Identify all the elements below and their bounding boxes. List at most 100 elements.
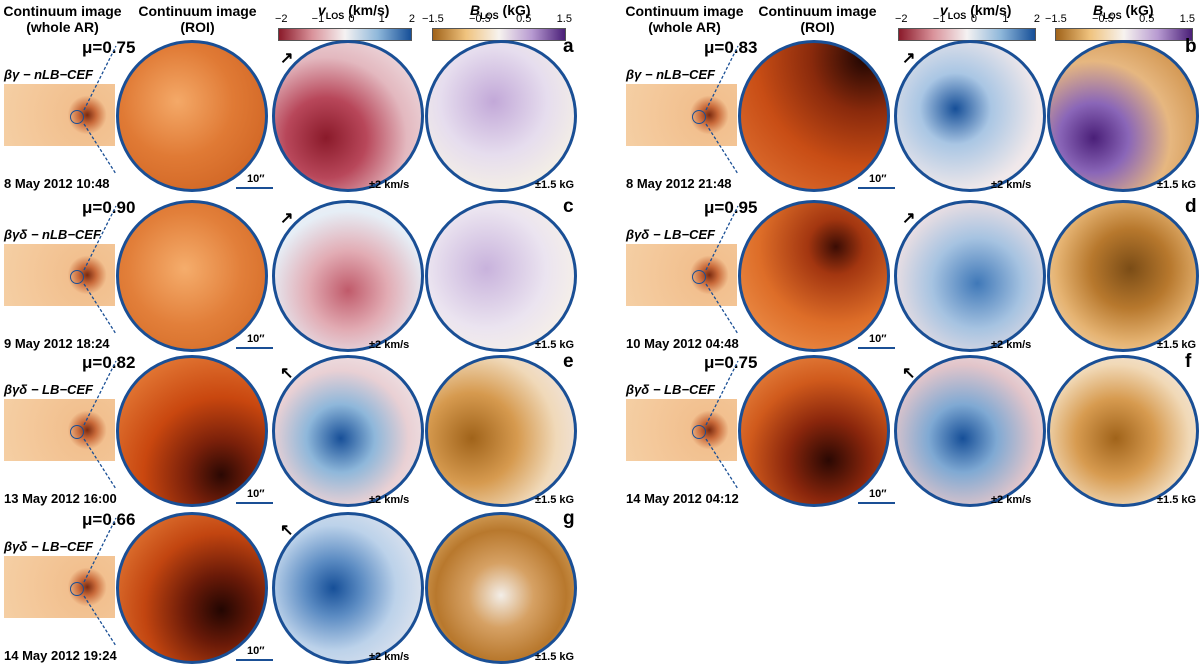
scale-bar-label: 10″ <box>869 173 887 185</box>
connector-line <box>83 438 117 490</box>
direction-arrow-icon: ↖ <box>280 522 294 539</box>
panel-label: f <box>1185 351 1192 372</box>
roi-marker-circle <box>70 270 84 284</box>
vlos-map-circle <box>272 200 424 352</box>
vlos-map-circle <box>894 355 1046 507</box>
observation-date: 10 May 2012 04:48 <box>626 336 739 351</box>
connector-line <box>83 45 117 111</box>
roi-marker-circle <box>692 110 706 124</box>
scale-bar-label: 10″ <box>869 488 887 500</box>
blos-colorbar-title-left: BLOS (kG) <box>470 2 531 21</box>
vlos-tick-labels-right: −2 −1 0 1 2 <box>895 13 1040 25</box>
continuum-roi-circle <box>738 355 890 507</box>
mu-label: μ=0.66 <box>82 510 136 529</box>
vlos-map-circle <box>272 512 424 664</box>
blos-scale-label: ±1.5 kG <box>535 494 575 506</box>
whole-ar-thumbnail <box>626 84 737 146</box>
roi-marker-circle <box>692 425 706 439</box>
continuum-roi-circle <box>116 200 268 352</box>
connector-lines <box>83 360 117 490</box>
direction-arrow-icon: ↗ <box>280 210 294 227</box>
classification-label: βγ − nLB−CEF <box>626 67 715 82</box>
scale-bar <box>236 347 273 349</box>
classification-label: βγδ − nLB−CEF <box>4 227 101 242</box>
scale-bar <box>236 187 273 189</box>
vlos-scale-label: ±2 km/s <box>991 494 1032 506</box>
header-roi-left: Continuum image (ROI) <box>138 3 257 35</box>
connector-line <box>705 283 739 335</box>
vlos-map-circle <box>272 355 424 507</box>
connector-line <box>705 45 739 111</box>
scale-bar <box>858 187 895 189</box>
observation-date: 9 May 2012 18:24 <box>4 336 110 351</box>
observation-date: 8 May 2012 21:48 <box>626 176 732 191</box>
scale-bar-label: 10″ <box>247 333 265 345</box>
vlos-scale-label: ±2 km/s <box>369 651 410 663</box>
connector-line <box>83 595 117 647</box>
connector-lines <box>83 205 117 335</box>
mu-label: μ=0.83 <box>704 38 758 57</box>
blos-colorbar-title-right: BLOS (kG) <box>1093 2 1154 21</box>
vlos-map-circle <box>272 40 424 192</box>
scale-bar <box>858 502 895 504</box>
panel-label: a <box>563 36 574 57</box>
vlos-colorbar-title-left: vLOS (km/s) <box>318 2 390 21</box>
scale-bar-label: 10″ <box>869 333 887 345</box>
blos-scale-label: ±1.5 kG <box>535 339 575 351</box>
connector-lines <box>705 205 739 335</box>
roi-marker-circle <box>70 110 84 124</box>
direction-arrow-icon: ↗ <box>902 50 916 67</box>
direction-arrow-icon: ↗ <box>280 50 294 67</box>
vlos-map-circle <box>894 40 1046 192</box>
whole-ar-thumbnail <box>4 244 115 306</box>
scale-bar <box>236 502 273 504</box>
classification-label: βγδ − LB−CEF <box>4 382 93 397</box>
connector-line <box>83 205 117 271</box>
direction-arrow-icon: ↗ <box>902 210 916 227</box>
vlos-tick-labels-left: −2 −1 0 1 2 <box>275 13 415 25</box>
connector-line <box>83 360 117 426</box>
observation-date: 8 May 2012 10:48 <box>4 176 110 191</box>
header-roi-right: Continuum image (ROI) <box>758 3 877 35</box>
connector-line <box>83 123 117 175</box>
blos-scale-label: ±1.5 kG <box>535 179 575 191</box>
continuum-roi-circle <box>116 512 268 664</box>
direction-arrow-icon: ↖ <box>902 365 916 382</box>
blos-scale-label: ±1.5 kG <box>1157 494 1197 506</box>
scale-bar-label: 10″ <box>247 645 265 657</box>
continuum-roi-circle <box>116 355 268 507</box>
vlos-map-circle <box>894 200 1046 352</box>
connector-lines <box>83 517 117 647</box>
blos-map-circle <box>1047 355 1199 507</box>
vlos-scale-label: ±2 km/s <box>991 339 1032 351</box>
classification-label: βγδ − LB−CEF <box>4 539 93 554</box>
mu-label: μ=0.95 <box>704 198 758 217</box>
blos-map-circle <box>1047 200 1199 352</box>
whole-ar-thumbnail <box>626 244 737 306</box>
continuum-roi-circle <box>116 40 268 192</box>
blos-map-circle <box>425 200 577 352</box>
vlos-colorbar-title-right: vLOS (km/s) <box>940 2 1012 21</box>
panel-label: c <box>563 196 574 217</box>
connector-line <box>83 517 117 583</box>
scale-bar <box>236 659 273 661</box>
blos-scale-label: ±1.5 kG <box>1157 179 1197 191</box>
roi-marker-circle <box>692 270 706 284</box>
classification-label: βγδ − LB−CEF <box>626 382 715 397</box>
classification-label: βγ − nLB−CEF <box>4 67 93 82</box>
observation-date: 13 May 2012 16:00 <box>4 491 117 506</box>
vlos-scale-label: ±2 km/s <box>991 179 1032 191</box>
connector-line <box>705 360 739 426</box>
roi-marker-circle <box>70 425 84 439</box>
connector-line <box>705 205 739 271</box>
blos-map-circle <box>1047 40 1199 192</box>
blos-tick-labels-right: −1.5 −0.5 0.5 1.5 <box>1045 13 1195 25</box>
blos-scale-label: ±1.5 kG <box>1157 339 1197 351</box>
continuum-roi-circle <box>738 200 890 352</box>
blos-map-circle <box>425 40 577 192</box>
blos-tick-labels-left: −1.5 −0.5 0.5 1.5 <box>422 13 572 25</box>
blos-map-circle <box>425 512 577 664</box>
scale-bar <box>858 347 895 349</box>
whole-ar-thumbnail <box>4 556 115 618</box>
vlos-scale-label: ±2 km/s <box>369 179 410 191</box>
